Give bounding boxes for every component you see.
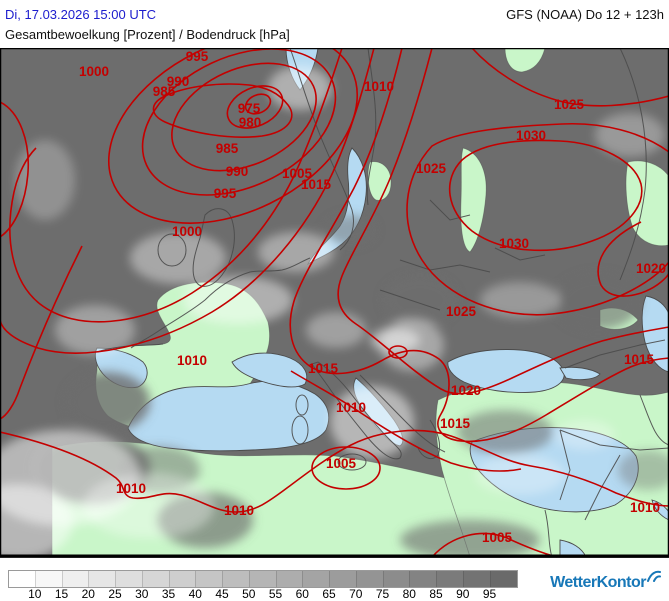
legend-tick: 15	[54, 587, 69, 601]
isobar-label: 1000	[79, 64, 109, 79]
isobar-label: 1005	[326, 456, 357, 471]
legend-cell	[463, 571, 491, 587]
legend-tick: 25	[108, 587, 122, 601]
legend-cell	[35, 571, 63, 587]
legend-cell	[437, 571, 464, 587]
weather-map: 1000995990985975980985990995100010051015…	[0, 48, 669, 558]
legend-cell	[356, 571, 384, 587]
isobar-label: 995	[214, 186, 237, 201]
legend-cell	[330, 571, 357, 587]
legend-cell	[249, 571, 277, 587]
legend-tick: 85	[429, 587, 443, 601]
wetterkontor-swoosh-icon	[647, 570, 661, 582]
isobar-label: 1015	[624, 352, 655, 367]
legend-cell	[196, 571, 223, 587]
legend-cell	[303, 571, 330, 587]
legend-cell	[9, 571, 36, 587]
isobar-label: 1005	[482, 530, 513, 545]
legend-cell	[62, 571, 90, 587]
isobar-label: 1025	[554, 97, 585, 112]
legend-tick: 80	[402, 587, 416, 601]
isobar-label: 1025	[416, 161, 447, 176]
isobar-label: 1010	[336, 400, 366, 415]
wetterkontor-logo-text: WetterKontor	[550, 574, 646, 591]
isobar-labels-layer: 1000995990985975980985990995100010051015…	[79, 49, 666, 545]
map-frame-bottom	[0, 554, 669, 557]
isobar-label: 1020	[636, 261, 666, 276]
forecast-datetime: Di, 17.03.2026 15:00 UTC	[5, 7, 157, 22]
isobar-label: 1010	[177, 353, 207, 368]
legend-tick: 75	[375, 587, 390, 601]
legend-tick: 60	[295, 587, 309, 601]
isobar-label: 990	[167, 74, 190, 89]
isobar-label: 995	[186, 49, 209, 64]
isobar-label: 975	[238, 101, 261, 116]
legend-tick: 55	[268, 587, 283, 601]
isobar-label: 985	[153, 84, 176, 99]
legend-tick: 50	[242, 587, 256, 601]
legend-tick: 30	[135, 587, 149, 601]
isobar-label: 1025	[446, 304, 477, 319]
isobar-label: 1010	[116, 481, 146, 496]
legend-tick: 70	[349, 587, 363, 601]
isobar-label: 1015	[440, 416, 471, 431]
legend-cell	[89, 571, 116, 587]
isobar-label: 990	[226, 164, 249, 179]
isobar-label: 1010	[364, 79, 394, 94]
cloud-patches-layer	[0, 66, 669, 558]
legend-cell	[142, 571, 170, 587]
model-run-label: GFS (NOAA) Do 12 + 123h	[506, 7, 664, 22]
isobar-label: 1010	[630, 500, 660, 515]
legend-tick: 90	[456, 587, 470, 601]
cloud-cover-legend	[8, 570, 519, 588]
isobar-label: 1015	[308, 361, 339, 376]
legend-tick: 35	[161, 587, 176, 601]
isobar-label: 1030	[516, 128, 546, 143]
legend-tick: 40	[188, 587, 202, 601]
legend-tick: 10	[28, 587, 42, 601]
legend-cell	[276, 571, 304, 587]
legend-tick: 20	[81, 587, 95, 601]
isobar-label: 1020	[451, 383, 481, 398]
legend-tick: 45	[215, 587, 229, 601]
isobar-label: 980	[239, 115, 262, 130]
legend-cell	[169, 571, 197, 587]
isobar-label: 1010	[224, 503, 254, 518]
map-title: Gesamtbewoelkung [Prozent] / Bodendruck …	[5, 27, 290, 42]
isobar-label: 1005	[282, 166, 313, 181]
isobar-label: 985	[216, 141, 239, 156]
legend-cell	[490, 571, 518, 587]
legend-cell	[410, 571, 437, 587]
isobar-label: 1030	[499, 236, 529, 251]
isobar-label: 1000	[172, 224, 202, 239]
isobars-layer	[0, 48, 669, 558]
wetterkontor-logo[interactable]: WetterKontor	[550, 570, 661, 592]
isobar-label: 1015	[301, 177, 332, 192]
legend-tick: 95	[482, 587, 497, 601]
legend-cell	[383, 571, 411, 587]
legend-cell	[116, 571, 143, 587]
legend-cell	[223, 571, 250, 587]
legend-tick: 65	[322, 587, 336, 601]
